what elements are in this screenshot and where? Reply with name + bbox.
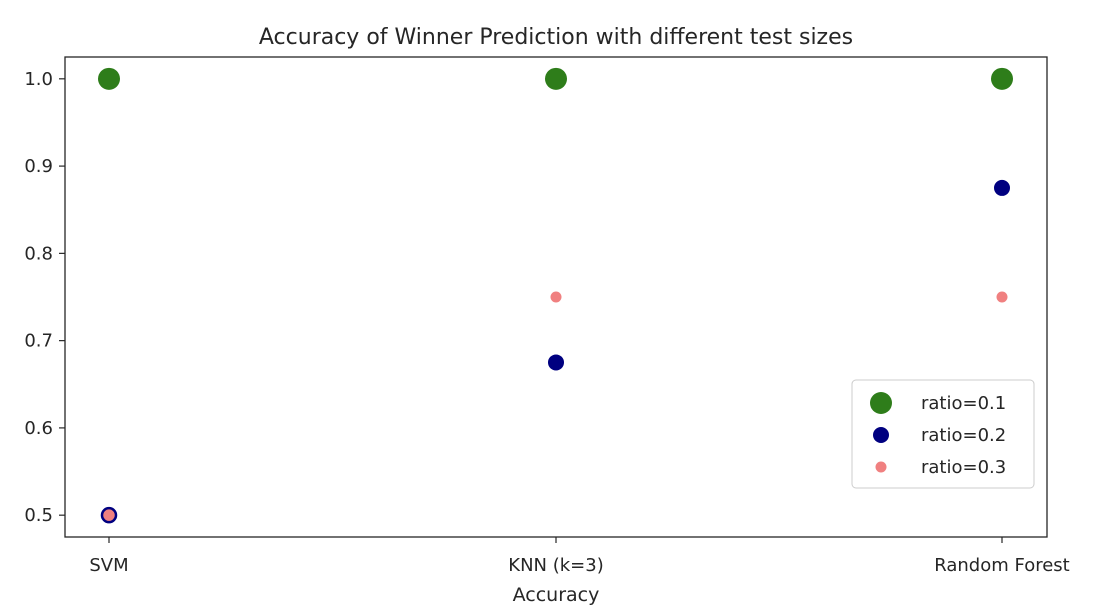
x-tick-label: Random Forest [934, 555, 1069, 576]
point-ratio-0-1-1 [545, 67, 567, 90]
chart-title: Accuracy of Winner Prediction with diffe… [259, 25, 853, 50]
legend-label: ratio=0.3 [921, 457, 1006, 478]
y-tick-label: 0.6 [24, 418, 53, 439]
y-tick-label: 0.8 [24, 243, 53, 264]
legend-marker [870, 392, 892, 414]
point-ratio-0-2-1 [548, 354, 564, 371]
legend-marker [873, 427, 889, 443]
y-tick-label: 0.5 [24, 505, 53, 526]
x-axis-label: Accuracy [513, 584, 600, 606]
y-tick-label: 0.7 [24, 331, 53, 352]
point-ratio-0-2-2 [994, 179, 1010, 196]
y-tick-label: 1.0 [24, 69, 53, 90]
legend-label: ratio=0.1 [921, 393, 1006, 414]
point-ratio-0-1-0 [98, 67, 120, 90]
x-tick-label: SVM [89, 555, 128, 576]
point-ratio-0-3-2 [996, 291, 1008, 303]
x-tick-label: KNN (k=3) [508, 555, 603, 576]
data-points [98, 67, 1013, 524]
x-axis: SVM KNN (k=3) Random Forest [89, 537, 1070, 576]
point-ratio-0-1-2 [991, 67, 1013, 90]
y-axis: 0.5 0.6 0.7 0.8 0.9 1.0 [24, 69, 65, 526]
point-ratio-0-3-1 [550, 291, 562, 303]
legend-marker [875, 461, 887, 473]
y-tick-label: 0.9 [24, 156, 53, 177]
point-ratio-0-3-0 [100, 506, 118, 524]
legend-frame [851, 379, 1035, 489]
legend: ratio=0.1 ratio=0.2 ratio=0.3 [851, 379, 1035, 489]
legend-label: ratio=0.2 [921, 425, 1006, 446]
